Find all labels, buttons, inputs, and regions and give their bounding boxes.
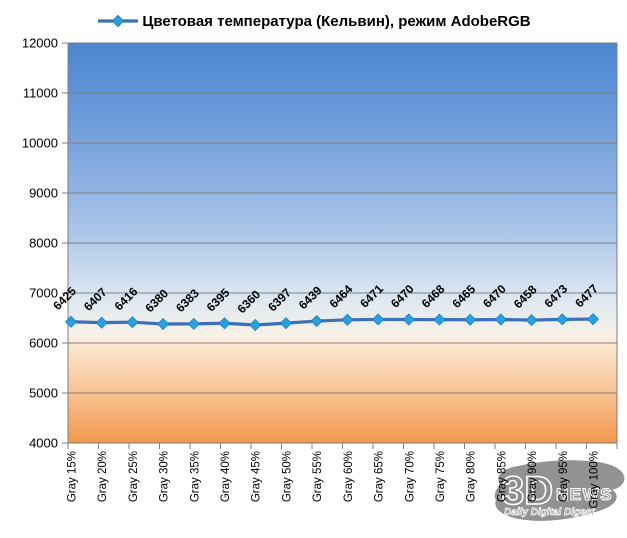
data-point-marker — [187, 317, 200, 330]
x-axis-label: Gray 50% — [281, 451, 293, 502]
data-point-marker — [95, 316, 108, 329]
x-axis-label: Gray 15% — [67, 451, 79, 502]
watermark-logo: 3D NEWS Daily Digital Digest — [494, 460, 625, 521]
data-point-markers — [64, 313, 600, 332]
watermark-brush-blob — [494, 460, 625, 521]
data-point-marker — [310, 314, 323, 328]
watermark-brand-text: 3D — [502, 469, 553, 513]
axis-ticks — [62, 42, 618, 449]
x-axis-label: Gray 35% — [189, 451, 201, 502]
data-point-marker — [126, 316, 139, 329]
x-axis-label: Gray 100% — [589, 451, 601, 509]
data-point-marker — [402, 313, 415, 326]
data-point-marker — [279, 317, 293, 330]
x-axis-label: Gray 20% — [97, 451, 109, 502]
data-point-marker — [341, 313, 354, 326]
y-axis-label: 10000 — [22, 136, 58, 151]
data-point-marker — [556, 313, 569, 326]
x-axis-label: Gray 60% — [343, 451, 355, 502]
y-axis-label: 12000 — [22, 36, 58, 51]
watermark-brand-suffix-text: NEWS — [556, 485, 613, 504]
watermark-tagline-text: Daily Digital Digest — [504, 507, 595, 518]
x-axis-label: Gray 80% — [466, 451, 478, 502]
x-axis-label: Gray 65% — [374, 451, 386, 502]
x-axis-label: Gray 95% — [558, 451, 570, 502]
legend-diamond-marker — [112, 14, 125, 28]
x-axis-labels: Gray 15% Gray 20% Gray 25% Gray 30% Gray 35%… — [67, 451, 601, 509]
data-point-marker — [586, 313, 600, 326]
data-point-marker — [64, 315, 78, 328]
chart-legend: Цветовая температура (Кельвин), режим Ad… — [0, 8, 627, 34]
data-point-marker — [249, 318, 262, 332]
y-axis-label: 7000 — [29, 286, 58, 301]
data-point-marker — [525, 314, 538, 327]
data-point-marker — [218, 317, 231, 330]
x-axis-label: Gray 90% — [527, 451, 539, 502]
watermark-3dnews: 3D NEWS Daily Digital Digest — [490, 448, 627, 538]
y-axis-label: 9000 — [29, 186, 58, 201]
data-point-marker — [494, 313, 507, 326]
data-point-marker — [464, 313, 477, 326]
x-axis-label: Gray 70% — [404, 451, 416, 502]
y-axis-label: 6000 — [29, 336, 58, 351]
data-point-marker — [157, 317, 170, 331]
y-axis-labels: 4000 5000 6000 7000 8000 9000 10000 11000 12000 — [22, 36, 58, 451]
y-axis-label: 4000 — [29, 436, 58, 451]
y-axis-label: 5000 — [29, 386, 58, 401]
x-axis-label: Gray 55% — [312, 451, 324, 502]
data-point-marker — [371, 313, 385, 326]
x-axis-label: Gray 40% — [220, 451, 232, 502]
x-axis-label: Gray 25% — [128, 451, 140, 502]
x-axis-label: Gray 75% — [435, 451, 447, 502]
chart-title: Цветовая температура (Кельвин), режим Ad… — [142, 12, 531, 30]
y-axis-label: 8000 — [29, 236, 58, 251]
series-line-marker-icon — [98, 14, 139, 28]
data-point-marker — [433, 313, 446, 326]
x-axis-label: Gray 85% — [496, 451, 508, 502]
y-axis-label: 11000 — [23, 86, 58, 101]
x-axis-label: Gray 45% — [251, 451, 263, 502]
x-axis-label: Gray 30% — [159, 451, 171, 502]
